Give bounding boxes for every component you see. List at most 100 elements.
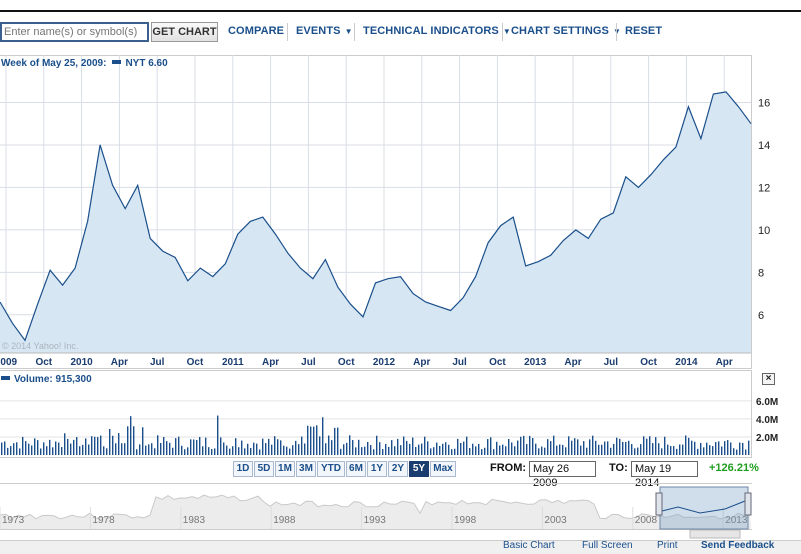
- x-tick-label: Apr: [716, 357, 733, 368]
- close-volume-icon[interactable]: ×: [762, 373, 775, 385]
- print-link[interactable]: Print: [657, 540, 678, 551]
- symbol-search-input[interactable]: [0, 22, 149, 42]
- volume-bar: [472, 443, 474, 455]
- range-button-2y[interactable]: 2Y: [388, 461, 408, 477]
- volume-bar: [463, 441, 465, 455]
- volume-bar: [577, 439, 579, 455]
- range-button-1m[interactable]: 1M: [275, 461, 295, 477]
- volume-bar: [709, 445, 711, 455]
- volume-bar: [100, 435, 102, 455]
- volume-bar: [196, 440, 198, 455]
- events-menu[interactable]: EVENTS ▼: [296, 25, 353, 37]
- volume-bar: [691, 440, 693, 455]
- x-tick-label: 2011: [222, 357, 244, 368]
- volume-bar: [337, 427, 339, 455]
- volume-bar: [697, 448, 699, 455]
- volume-bar: [388, 446, 390, 455]
- volume-bar: [436, 442, 438, 455]
- volume-bar: [238, 447, 240, 455]
- volume-bar: [55, 441, 57, 455]
- volume-bar: [412, 437, 414, 455]
- volume-bar: [97, 437, 99, 455]
- chart-settings-label: CHART SETTINGS: [511, 25, 609, 37]
- volume-bar: [382, 449, 384, 455]
- reset-button[interactable]: RESET: [625, 25, 663, 37]
- volume-bar: [628, 440, 630, 455]
- volume-bar: [133, 426, 135, 455]
- volume-bar: [457, 438, 459, 455]
- volume-bar: [583, 441, 585, 455]
- from-date-input[interactable]: May 26 2009: [529, 461, 596, 489]
- volume-bar: [613, 443, 615, 455]
- send-feedback-link[interactable]: Send Feedback: [701, 540, 775, 551]
- volume-chart[interactable]: 2.0M 4.0M 6.0M: [0, 370, 801, 460]
- navigator-scrollbar: [689, 529, 741, 539]
- volume-bar: [346, 442, 348, 455]
- volume-bar: [433, 447, 435, 455]
- volume-bar: [16, 442, 18, 455]
- x-tick-label: 2009: [0, 357, 18, 368]
- price-chart[interactable]: 6 8 10 12 14 16 © 2014 Yahoo! Inc. 2009 Oct 2010 A…: [0, 55, 801, 370]
- volume-bar: [139, 444, 141, 455]
- volume-bar: [244, 448, 246, 455]
- volume-bar: [181, 445, 183, 455]
- volume-bar: [640, 444, 642, 455]
- range-button-max[interactable]: Max: [430, 461, 456, 477]
- range-button-ytd[interactable]: YTD: [317, 461, 345, 477]
- volume-bar: [178, 436, 180, 455]
- volume-bar: [79, 446, 81, 455]
- basic-chart-link[interactable]: Basic Chart: [503, 540, 555, 551]
- volume-bar: [670, 446, 672, 455]
- volume-bar: [448, 444, 450, 455]
- volume-bar: [148, 444, 150, 455]
- range-button-1y[interactable]: 1Y: [367, 461, 387, 477]
- volume-bar: [535, 443, 537, 455]
- volume-bar: [31, 445, 33, 455]
- volume-bar: [106, 448, 108, 455]
- to-date-input[interactable]: May 19 2014: [631, 461, 698, 489]
- navigator-year-label: 1983: [183, 515, 206, 526]
- range-button-5y[interactable]: 5Y: [409, 461, 429, 477]
- volume-bar: [547, 439, 549, 455]
- volume-bar: [169, 442, 171, 455]
- volume-bar: [532, 437, 534, 455]
- range-button-5d[interactable]: 5D: [254, 461, 274, 477]
- navigator-chart[interactable]: 1973 1978 1983 1988 1993 1998 2003 2008 2013: [0, 483, 801, 539]
- volume-bar: [166, 441, 168, 455]
- range-button-6m[interactable]: 6M: [346, 461, 366, 477]
- volume-bar: [82, 444, 84, 455]
- volume-bar: [673, 446, 675, 455]
- range-button-3m[interactable]: 3M: [296, 461, 316, 477]
- volume-bar: [442, 443, 444, 455]
- chart-settings-menu[interactable]: CHART SETTINGS▼: [511, 25, 621, 37]
- range-button-1d[interactable]: 1D: [233, 461, 253, 477]
- volume-bar: [19, 448, 21, 455]
- volume-bar: [649, 436, 651, 455]
- volume-bar: [208, 447, 210, 455]
- volume-bar: [349, 435, 351, 455]
- volume-bar: [745, 449, 747, 455]
- full-screen-link[interactable]: Full Screen: [582, 540, 633, 551]
- volume-bar: [370, 445, 372, 455]
- volume-bar: [403, 436, 405, 455]
- volume-bar: [325, 443, 327, 455]
- volume-bar: [271, 444, 273, 455]
- compare-button[interactable]: COMPARE: [228, 25, 285, 37]
- volume-bar: [424, 436, 426, 455]
- volume-tick-label: 2.0M: [756, 433, 778, 444]
- volume-bar: [280, 440, 282, 455]
- volume-bar: [445, 442, 447, 455]
- technical-indicators-menu[interactable]: TECHNICAL INDICATORS ▼: [363, 25, 511, 37]
- volume-bar: [418, 444, 420, 455]
- get-chart-button[interactable]: GET CHART: [151, 22, 218, 42]
- volume-bar: [553, 435, 555, 455]
- volume-bar: [127, 426, 129, 455]
- volume-bar: [67, 438, 69, 455]
- top-rule: [0, 10, 801, 12]
- volume-bar: [517, 440, 519, 455]
- volume-bar: [559, 444, 561, 455]
- volume-bar: [64, 433, 66, 455]
- volume-bar: [439, 445, 441, 455]
- volume-bar: [700, 442, 702, 455]
- volume-bar: [688, 437, 690, 455]
